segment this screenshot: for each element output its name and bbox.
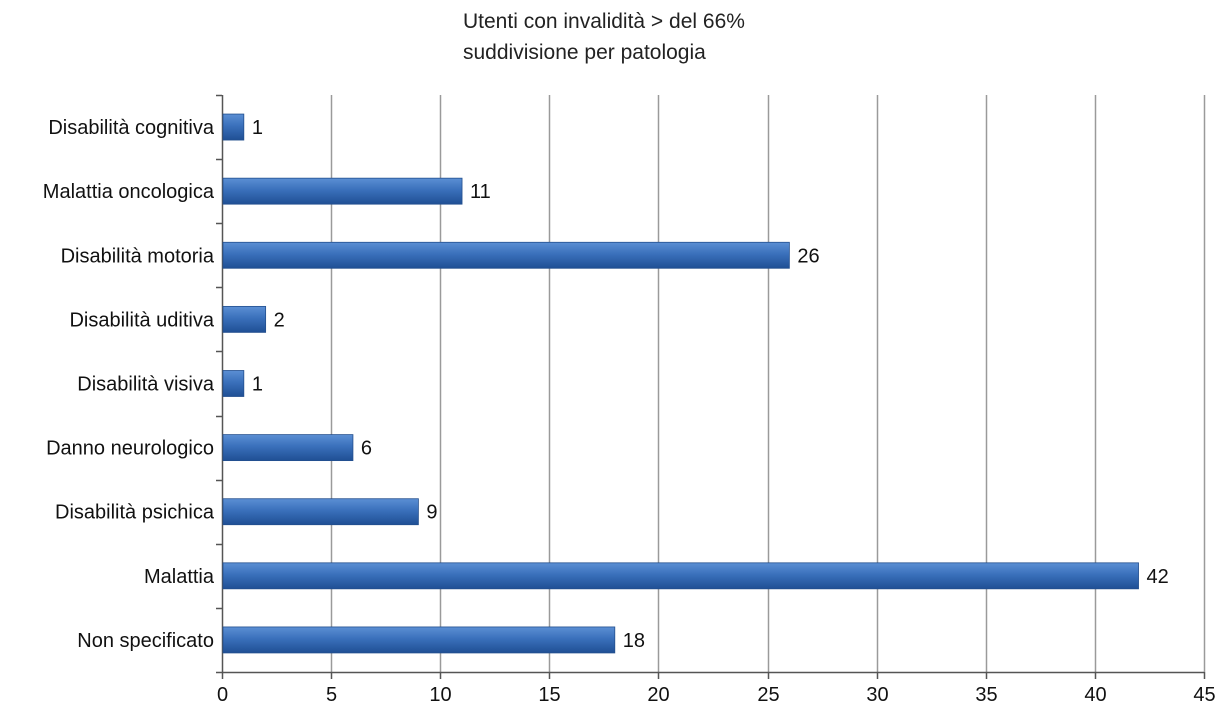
bar — [222, 305, 267, 333]
data-label: 18 — [623, 630, 645, 652]
bar — [222, 241, 790, 269]
x-tick-label: 15 — [538, 684, 560, 706]
category-label: Non specificato — [77, 630, 214, 652]
bar — [222, 562, 1139, 590]
bar — [222, 434, 354, 462]
bar — [222, 626, 616, 654]
category-label: Malattia oncologica — [43, 181, 215, 203]
data-label: 2 — [274, 309, 285, 331]
bar — [222, 498, 419, 526]
category-label: Malattia — [144, 566, 215, 588]
x-tick-label: 40 — [1084, 684, 1106, 706]
category-label: Danno neurologico — [46, 438, 214, 460]
data-label: 1 — [252, 117, 263, 139]
x-tick-label: 25 — [757, 684, 779, 706]
x-tick-label: 0 — [217, 684, 228, 706]
x-tick-label: 30 — [866, 684, 888, 706]
category-label: Disabilità psichica — [55, 502, 215, 524]
chart-subtitle: suddivisione per patologia — [463, 41, 706, 64]
data-label: 42 — [1147, 566, 1169, 588]
x-tick-label: 45 — [1193, 684, 1215, 706]
x-tick-label: 5 — [326, 684, 337, 706]
category-label: Disabilità uditiva — [69, 309, 214, 331]
bar — [222, 177, 463, 205]
data-label: 9 — [426, 502, 437, 524]
x-tick-label: 35 — [975, 684, 997, 706]
category-label: Disabilità cognitiva — [48, 117, 215, 139]
data-label: 1 — [252, 374, 263, 396]
data-label: 6 — [361, 438, 372, 460]
bar — [222, 113, 245, 141]
chart-title: Utenti con invalidità > del 66% — [463, 10, 745, 33]
data-label: 11 — [470, 181, 491, 203]
x-tick-label: 10 — [429, 684, 451, 706]
data-label: 26 — [797, 245, 819, 267]
category-label: Disabilità motoria — [61, 245, 215, 267]
x-tick-label: 20 — [647, 684, 669, 706]
category-label: Disabilità visiva — [77, 374, 215, 396]
bar — [222, 370, 245, 397]
